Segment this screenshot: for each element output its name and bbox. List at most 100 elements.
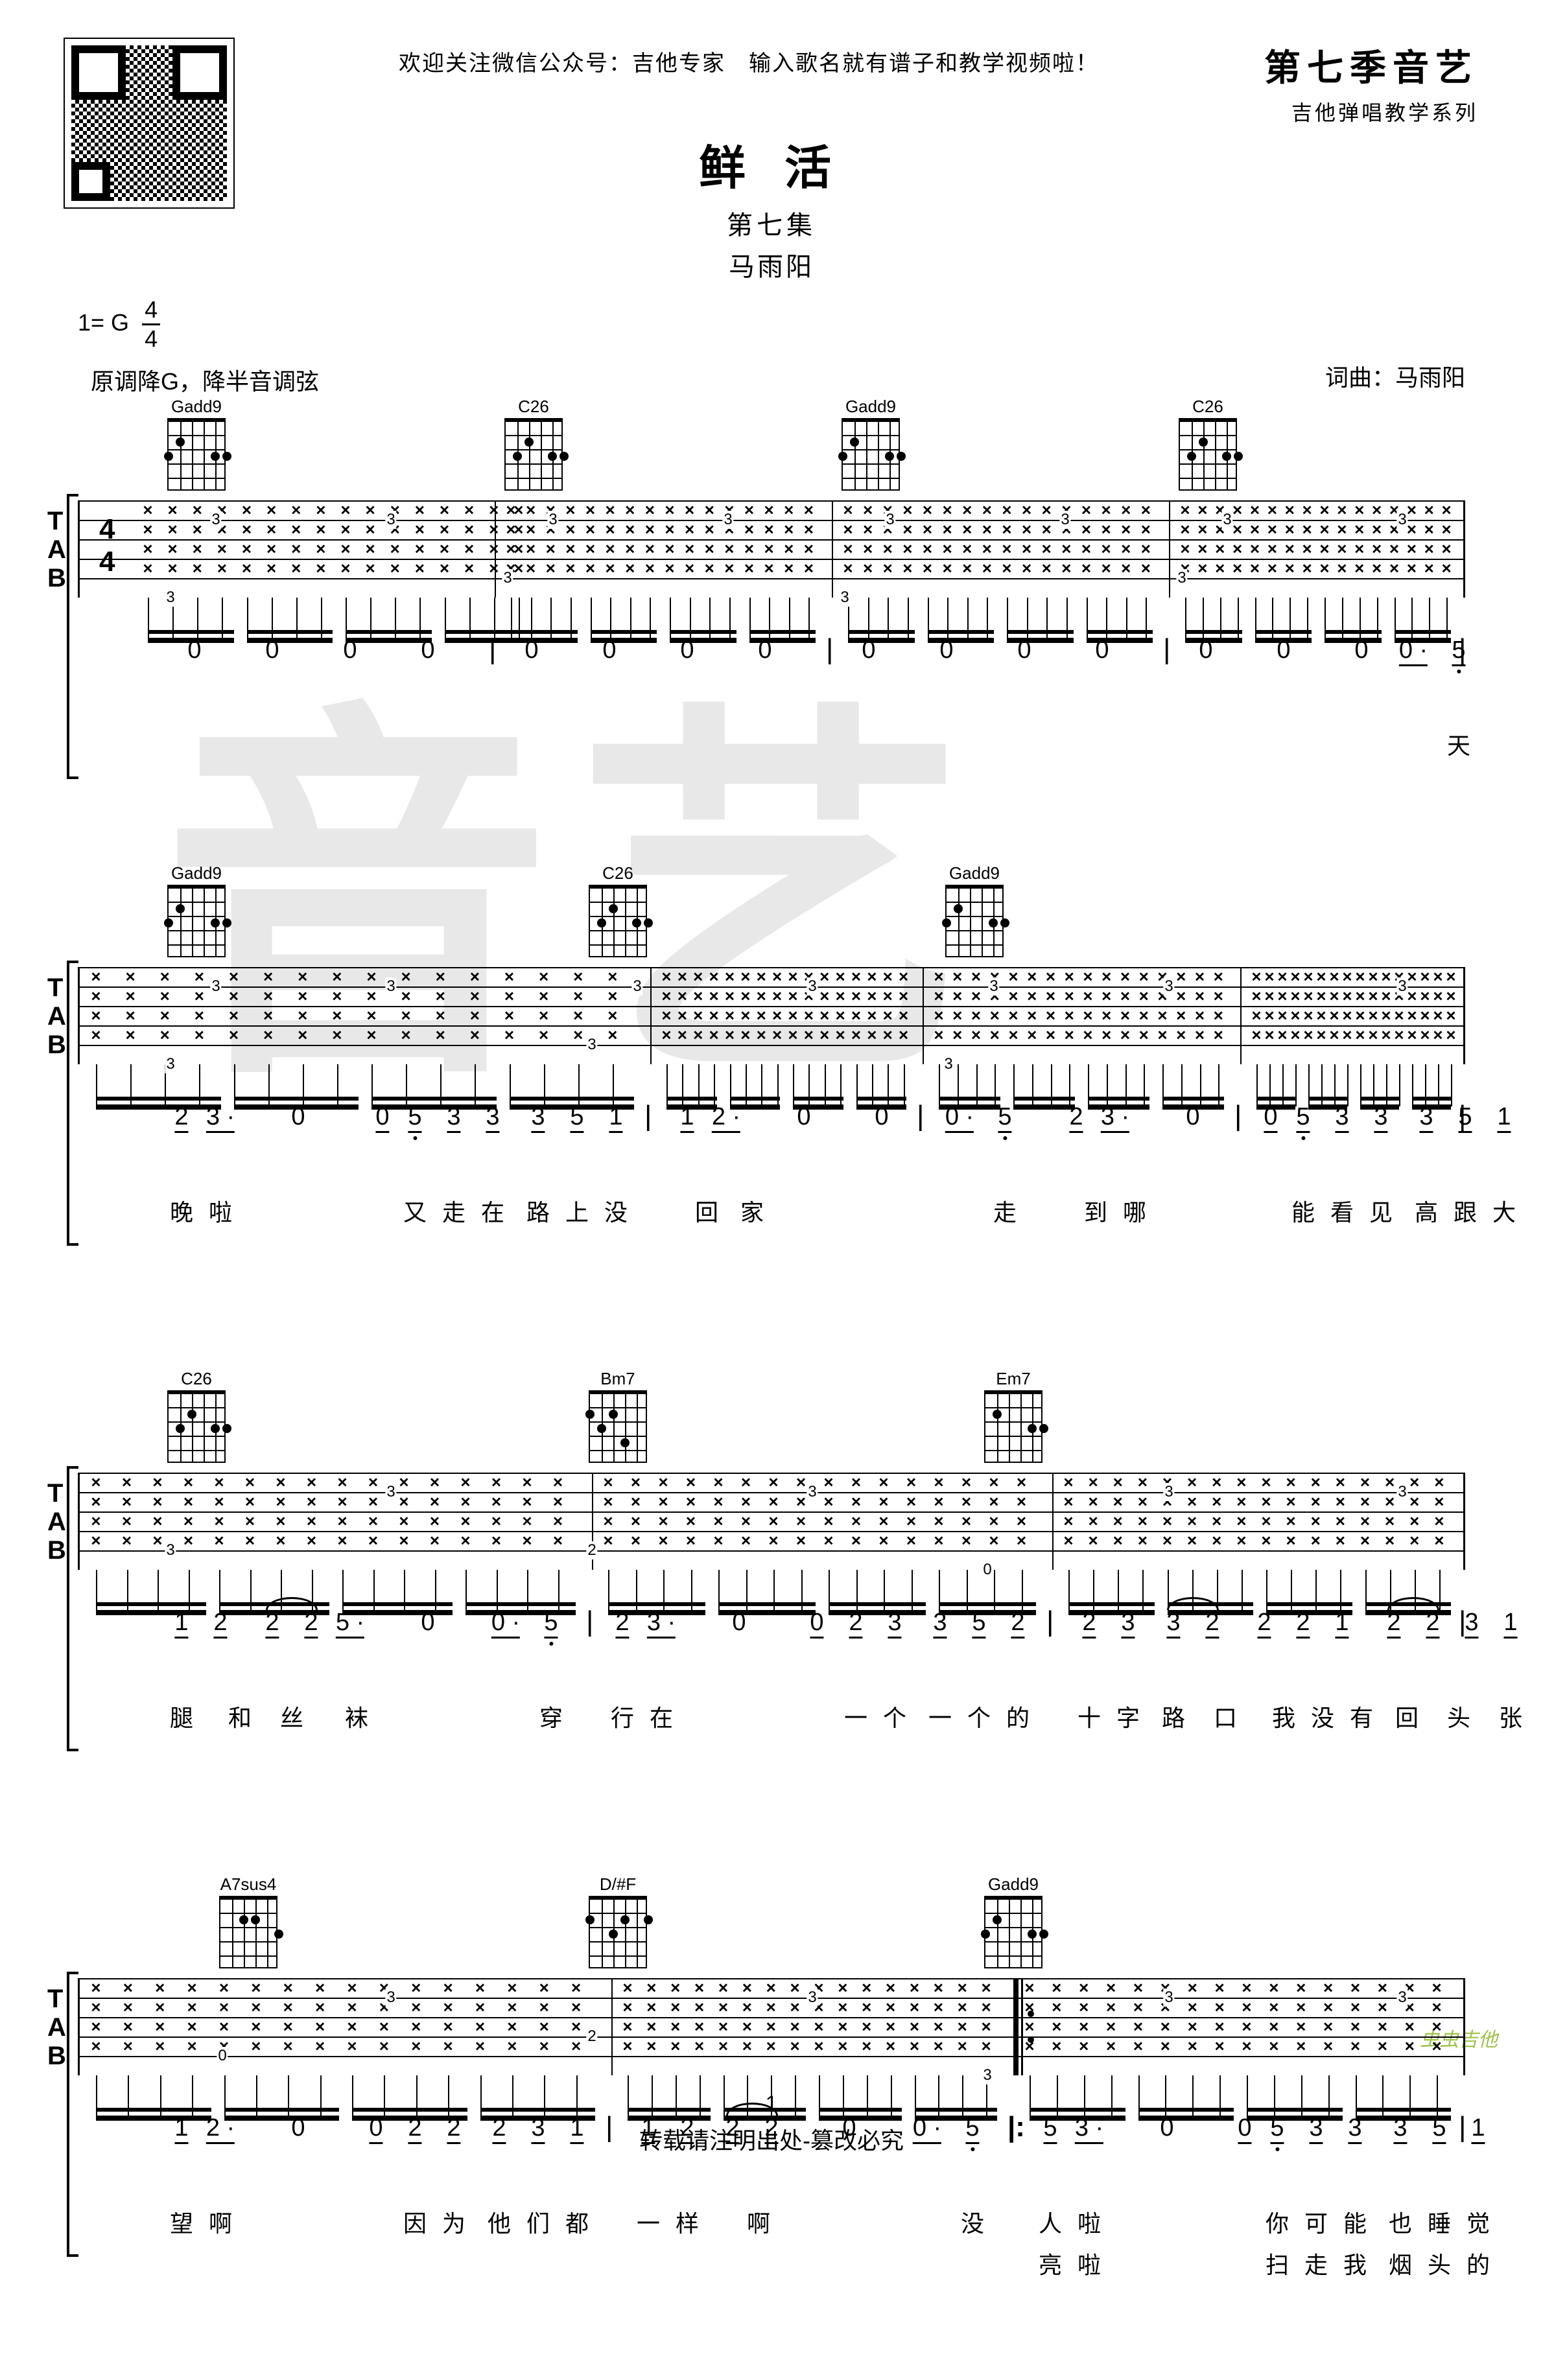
tab-x: × — [867, 1025, 877, 1045]
tab-x: × — [298, 1006, 307, 1026]
tab-x: × — [283, 1978, 293, 1998]
tab-x: × — [740, 1006, 750, 1026]
tab-x: × — [1176, 1006, 1186, 1026]
tab-x: × — [1446, 986, 1455, 1007]
tab-x: × — [1381, 986, 1391, 1007]
tab-x: × — [1354, 500, 1364, 520]
lyric: 扫 — [1266, 2246, 1289, 2280]
tab-x: × — [217, 539, 227, 559]
tab-x: × — [1195, 967, 1205, 987]
tab-x: × — [1323, 1978, 1333, 1998]
tab-x: × — [836, 986, 845, 1007]
tab-x: × — [1434, 1531, 1444, 1551]
tab-x: × — [1232, 500, 1242, 520]
tab-x: × — [1133, 2036, 1143, 2057]
tab-x: × — [838, 1998, 847, 2018]
tab-x: × — [122, 1511, 132, 1532]
chord-diagram: C26 — [589, 863, 647, 957]
tab-x: × — [91, 2036, 100, 2057]
lyric: 也 — [1389, 2205, 1412, 2239]
tab-x: × — [790, 1978, 800, 1998]
lyric: 和 — [228, 1699, 252, 1733]
jianpu-note: 0 — [1238, 2114, 1251, 2144]
tab-x: × — [603, 1531, 613, 1551]
tab-x: × — [741, 1531, 751, 1551]
tab-x: × — [337, 1511, 347, 1532]
tab-x: × — [886, 2017, 895, 2037]
tab-x: × — [631, 1492, 641, 1512]
tab-x: × — [143, 500, 152, 520]
tab-x: × — [725, 986, 735, 1007]
tab-x: × — [152, 1492, 162, 1512]
jianpu-note: 0 — [797, 1103, 810, 1131]
tab-x: × — [430, 1492, 440, 1512]
tab-x: × — [1138, 1531, 1148, 1551]
tab-x: × — [91, 1998, 100, 2018]
tab-x: × — [251, 2036, 261, 2057]
tab-x: × — [607, 1025, 617, 1045]
tab-x: × — [1061, 559, 1071, 579]
tab-x: × — [464, 520, 474, 540]
tab-x: × — [814, 2017, 823, 2037]
tab-x: × — [784, 539, 794, 559]
tab-x: × — [1433, 1006, 1443, 1026]
tab-x: × — [298, 986, 307, 1007]
tab-x: × — [266, 520, 276, 540]
tab-x: × — [283, 2036, 293, 2057]
tab-fret: 3 — [210, 511, 221, 529]
title-block: 鲜 活 第七集 马雨阳 — [65, 130, 1478, 283]
tab-x: × — [489, 520, 499, 540]
tab-x: × — [1290, 986, 1300, 1007]
tab-x: × — [399, 1531, 408, 1551]
tab-x: × — [91, 2017, 100, 2037]
tab-x: × — [1215, 559, 1225, 579]
tab-x: × — [961, 1531, 971, 1551]
tab-x: × — [1264, 986, 1274, 1007]
tab-x: × — [122, 1531, 132, 1551]
tab-x: × — [1290, 967, 1300, 987]
tab-fret: 0 — [982, 1561, 993, 1579]
lyric: 腿 — [170, 1699, 193, 1733]
tab-x: × — [1017, 1531, 1026, 1551]
tab-x: × — [443, 1978, 453, 1998]
tab-x: × — [952, 1025, 962, 1045]
tab-x: × — [1079, 1998, 1089, 2018]
tab-x: × — [1302, 520, 1312, 540]
lyric: 个 — [883, 1699, 906, 1733]
tab-x: × — [1267, 500, 1277, 520]
jianpu-note: 3 · — [647, 1609, 676, 1639]
tab-x: × — [661, 986, 671, 1007]
tab-x: × — [245, 1531, 255, 1551]
barline — [1052, 1473, 1054, 1570]
tab-x: × — [1302, 500, 1312, 520]
tab-x: × — [283, 2017, 293, 2037]
tab-x: × — [713, 1511, 723, 1532]
tab-x: × — [291, 539, 301, 559]
tab-x: × — [160, 986, 170, 1007]
tab-x: × — [1316, 1025, 1326, 1045]
tab-x: × — [603, 1511, 613, 1532]
tab-x: × — [573, 986, 583, 1007]
tab-x: × — [1311, 1473, 1321, 1493]
tab-x: × — [1180, 539, 1190, 559]
tab-x: × — [1065, 986, 1074, 1007]
tab-x: × — [934, 1473, 943, 1493]
tab-x: × — [91, 1006, 100, 1026]
tab-x: × — [332, 1025, 342, 1045]
tab-x: × — [1409, 1531, 1419, 1551]
tab-x: × — [411, 2017, 421, 2037]
tab-x: × — [399, 1492, 408, 1512]
tab-x: × — [316, 500, 325, 520]
jianpu-note: 0 — [1264, 1103, 1277, 1133]
tab-x: × — [713, 1492, 723, 1512]
tab-x: × — [685, 539, 694, 559]
jianpu-note: 5 — [1043, 2114, 1057, 2144]
tab-x: × — [168, 500, 178, 520]
tab-x: × — [1017, 1473, 1026, 1493]
jianpu-note: 2 — [447, 2114, 460, 2144]
tab-x: × — [1350, 1978, 1360, 1998]
tab-x: × — [1101, 539, 1111, 559]
tab-x: × — [989, 1473, 998, 1493]
tab-x: × — [1215, 1978, 1225, 1998]
tab-x: × — [694, 2036, 704, 2057]
